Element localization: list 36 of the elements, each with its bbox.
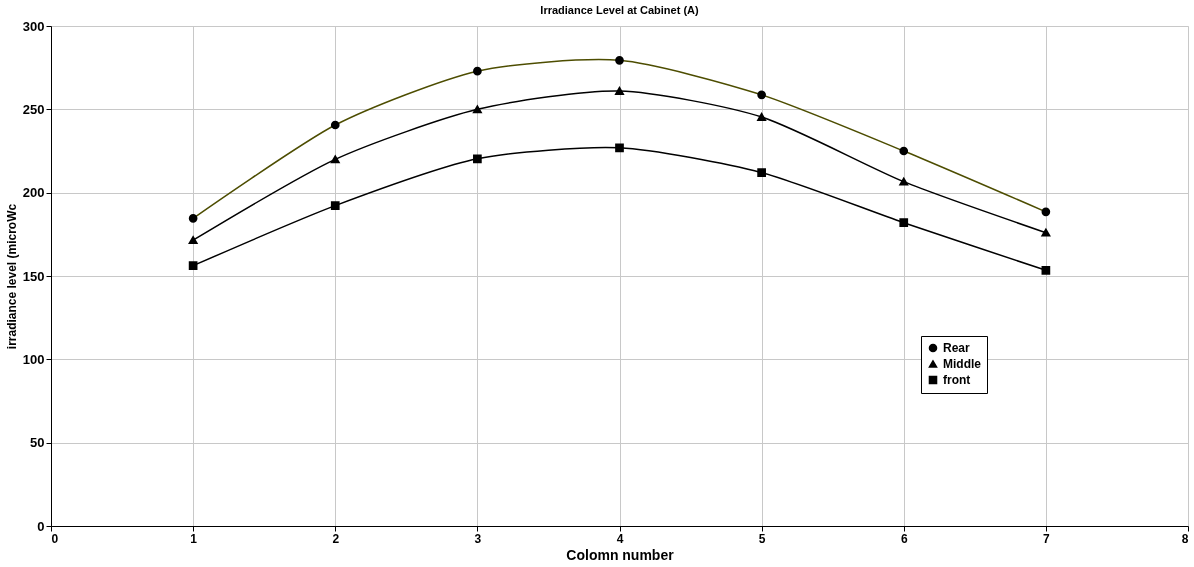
y-tick-label: 250 bbox=[22, 101, 45, 117]
point bbox=[330, 201, 340, 211]
y-tick-label: 0 bbox=[37, 518, 45, 534]
legend-label: Middle bbox=[943, 357, 982, 371]
y-axis-title: irradiance level (microWc bbox=[4, 203, 19, 350]
point bbox=[188, 261, 198, 271]
x-tick-label: 6 bbox=[900, 531, 908, 546]
x-tick-label: 5 bbox=[758, 531, 766, 546]
point bbox=[473, 154, 482, 164]
x-tick-label: 8 bbox=[1181, 531, 1189, 546]
legend-label: Rear bbox=[943, 341, 971, 355]
point bbox=[615, 143, 624, 153]
y-tick-label: 300 bbox=[22, 18, 45, 34]
x-tick-label: 1 bbox=[190, 531, 198, 546]
y-tick-label: 200 bbox=[22, 185, 45, 201]
point bbox=[188, 236, 198, 245]
point bbox=[899, 177, 909, 186]
y-tick-label: 50 bbox=[30, 435, 45, 451]
point bbox=[757, 168, 766, 178]
point bbox=[1041, 228, 1051, 237]
point bbox=[899, 218, 909, 228]
x-tick-label: 0 bbox=[51, 531, 59, 546]
point bbox=[473, 105, 482, 114]
chart-title: Irradiance Level at Cabinet (A) bbox=[540, 4, 699, 16]
x-axis-title: Colomn number bbox=[566, 546, 675, 563]
x-tick-label: 4 bbox=[616, 531, 624, 546]
x-tick-label: 2 bbox=[332, 531, 340, 546]
x-tick-label: 7 bbox=[1043, 531, 1051, 546]
point bbox=[757, 113, 766, 121]
point bbox=[1041, 265, 1051, 275]
x-tick-label: 3 bbox=[474, 531, 482, 546]
legend-label: front bbox=[943, 373, 971, 387]
point bbox=[330, 155, 340, 164]
y-tick-label: 150 bbox=[22, 268, 45, 284]
y-tick-label: 100 bbox=[22, 351, 45, 367]
point bbox=[615, 87, 624, 95]
